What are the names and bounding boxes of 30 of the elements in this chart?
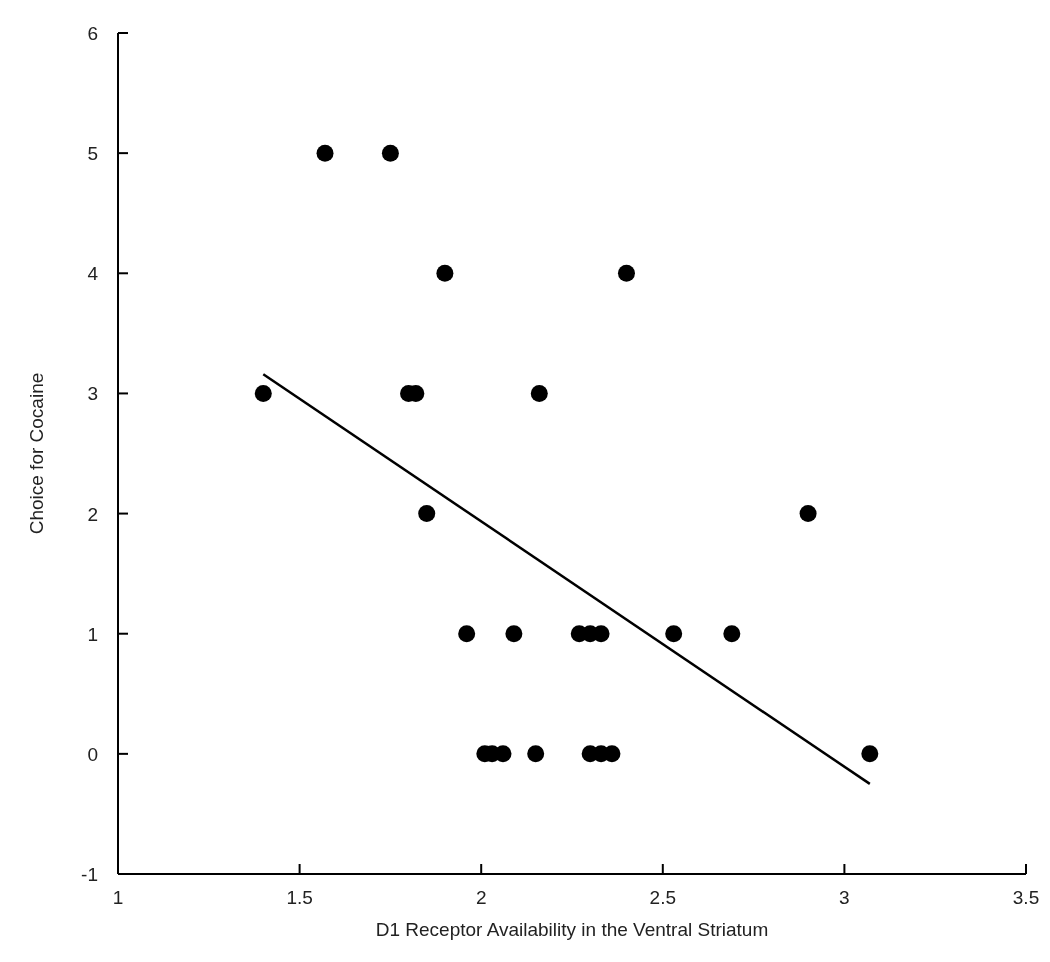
x-tick-label: 2 — [475, 887, 487, 908]
point — [617, 264, 635, 282]
point — [505, 625, 523, 643]
y-tick-label: 4 — [87, 263, 99, 285]
point — [723, 625, 741, 643]
y-axis-title: Choice for Cocaine — [26, 372, 47, 535]
point — [316, 144, 334, 162]
y-tick-label: 6 — [87, 23, 98, 44]
y-tick-label: 1 — [87, 623, 98, 645]
y-tick-label: 2 — [87, 503, 98, 525]
point — [861, 745, 879, 763]
point — [458, 625, 476, 643]
y-tick-label: -1 — [81, 864, 98, 885]
point — [799, 505, 817, 523]
point — [436, 264, 454, 282]
y-tick-label: 0 — [87, 743, 98, 765]
point — [381, 144, 399, 162]
x-tick-label: 3.5 — [1012, 887, 1040, 908]
point — [254, 384, 272, 402]
x-axis-title: D1 Receptor Availability in the Ventral Striatum — [375, 919, 769, 940]
y-tick-label: 3 — [87, 383, 98, 405]
x-tick-label: 3 — [839, 887, 850, 908]
point — [527, 745, 545, 763]
y-tick-label: 5 — [87, 143, 98, 165]
point — [418, 505, 436, 523]
x-tick-label: 1 — [112, 887, 124, 908]
point — [530, 384, 548, 402]
x-tick-label: 2.5 — [649, 887, 677, 908]
point — [665, 625, 683, 643]
x-tick-label: 1.5 — [286, 887, 313, 908]
